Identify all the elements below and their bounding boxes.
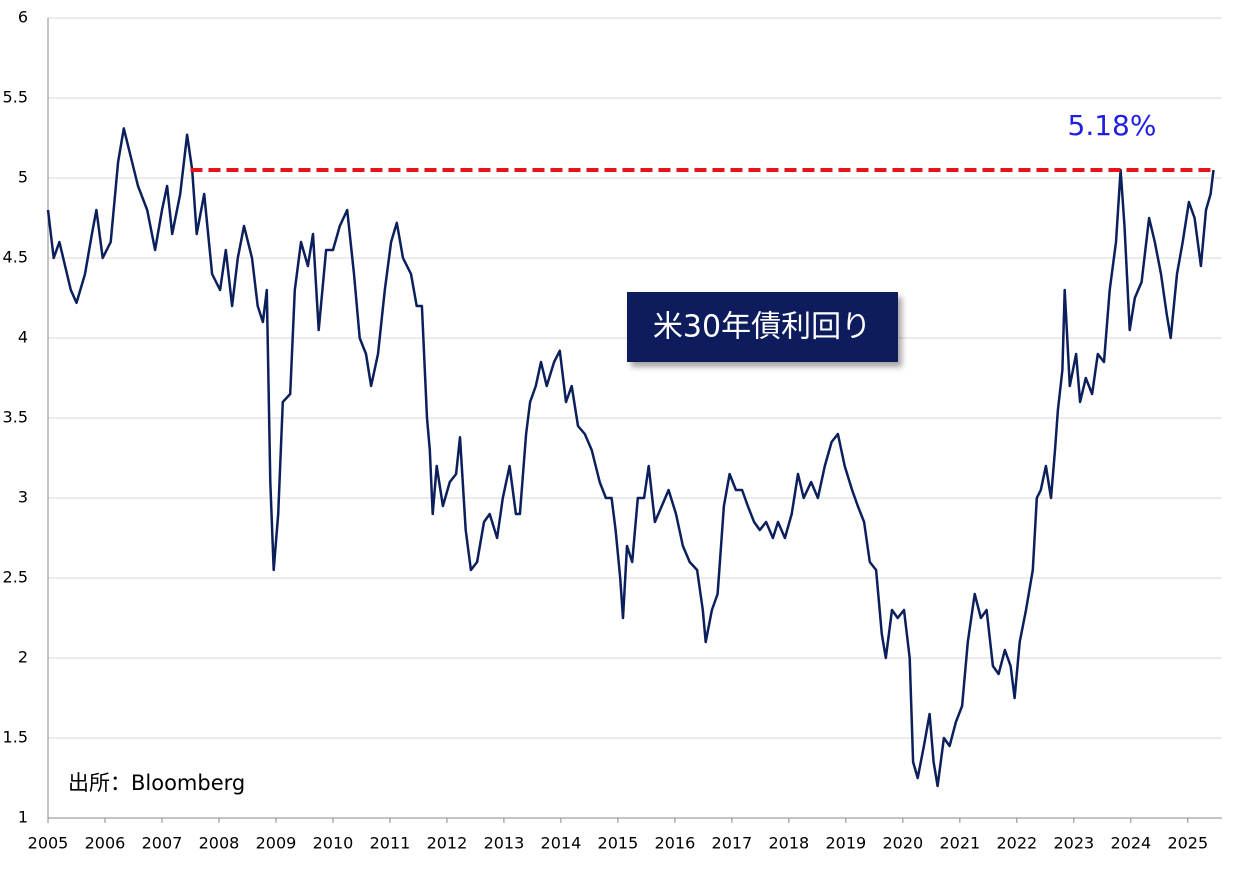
y-tick-label: 3.5	[3, 408, 28, 427]
x-tick-label: 2022	[996, 834, 1037, 853]
x-tick-label: 2017	[712, 834, 753, 853]
x-tick-label: 2025	[1167, 834, 1208, 853]
source: 出所：Bloomberg	[68, 771, 245, 795]
x-tick-label: 2016	[655, 834, 696, 853]
chart-title: 米30年債利回り	[653, 310, 871, 345]
x-tick-label: 2023	[1053, 834, 1094, 853]
x-tick-label: 2010	[313, 834, 354, 853]
y-tick-label: 2	[18, 648, 28, 667]
y-tick-label: 4.5	[3, 248, 28, 267]
x-tick-label: 2006	[85, 834, 126, 853]
x-tick-label: 2011	[370, 834, 411, 853]
line	[46, 127, 1215, 788]
y-tick-label: 1	[18, 808, 28, 827]
y-tick-label: 3	[18, 488, 28, 507]
x-tick-label: 2024	[1110, 834, 1151, 853]
title-box	[627, 292, 898, 362]
x-tick-label: 2007	[142, 834, 183, 853]
x-tick-label: 2021	[939, 834, 980, 853]
y-tick-label: 6	[18, 8, 28, 27]
x-tick-label: 2013	[484, 834, 525, 853]
y-tick-label: 5.5	[3, 88, 28, 107]
x-tick-label: 2014	[541, 834, 582, 853]
x-tick-label: 2019	[826, 834, 867, 853]
x-tick-label: 2012	[427, 834, 468, 853]
y-tick-label: 5	[18, 168, 28, 187]
x-tick-label: 2018	[769, 834, 810, 853]
x-tick-label: 2020	[882, 834, 923, 853]
x-tick-label: 2009	[256, 834, 297, 853]
y-tick-label: 1.5	[3, 728, 28, 747]
x-tick-label: 2015	[598, 834, 639, 853]
y-tick-label: 2.5	[3, 568, 28, 587]
x-tick-label: 2005	[28, 834, 69, 853]
x-tick-label: 2008	[199, 834, 240, 853]
annotation: 5.18%	[1068, 109, 1157, 142]
y-tick-label: 4	[18, 328, 28, 347]
